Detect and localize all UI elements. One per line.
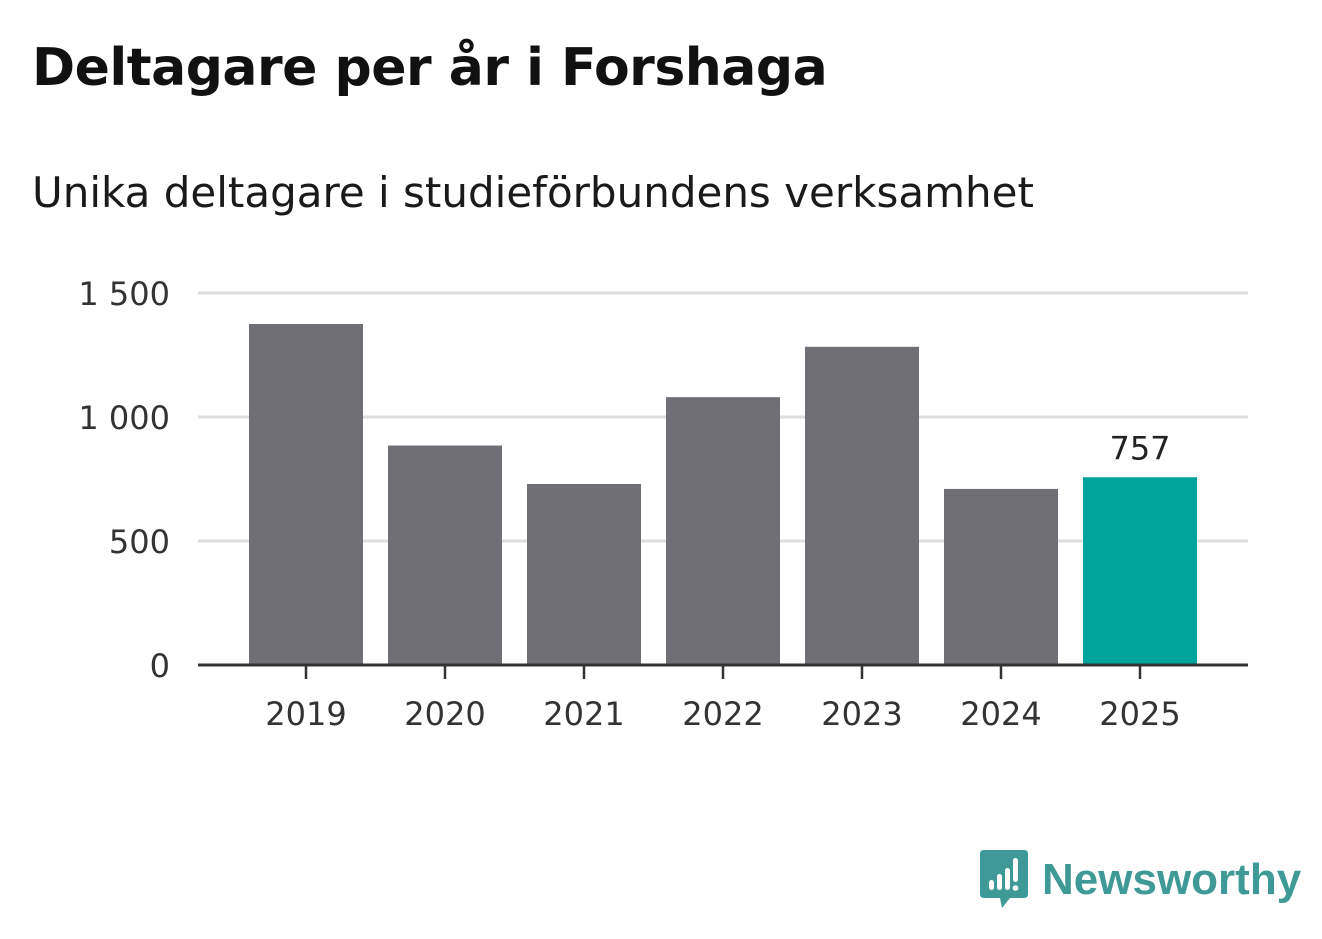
newsworthy-logo: Newsworthy: [980, 848, 1301, 912]
y-tick-label: 0: [150, 647, 170, 685]
bar-2022: [666, 397, 780, 665]
bar-2019: [249, 324, 363, 665]
bar-2023: [805, 346, 919, 665]
newsworthy-logo-icon: [980, 850, 1028, 908]
bar-2021: [527, 483, 641, 665]
bar-2020: [388, 445, 502, 665]
x-tick-label: 2021: [543, 695, 624, 733]
brand-name: Newsworthy: [1042, 855, 1302, 904]
x-axis: 2019 2020 2021 2022 2023 2024 2025: [198, 663, 1248, 733]
chart-subtitle: Unika deltagare i studieförbundens verks…: [32, 168, 1034, 217]
x-tick-label: 2023: [821, 695, 902, 733]
x-tick-label: 2025: [1099, 695, 1180, 733]
x-tick-label: 2020: [404, 695, 485, 733]
x-tick-label: 2024: [960, 695, 1041, 733]
y-tick-label: 1 000: [78, 399, 170, 437]
bar-2025: [1083, 477, 1197, 665]
x-tick-label: 2022: [682, 695, 763, 733]
y-axis-ticks: 0 500 1 000 1 500: [78, 275, 170, 685]
bars: [249, 324, 1197, 665]
data-labels: 757: [1109, 429, 1170, 467]
y-tick-label: 1 500: [78, 275, 170, 313]
x-tick-label: 2019: [265, 695, 346, 733]
y-tick-label: 500: [109, 523, 170, 561]
chart-title: Deltagare per år i Forshaga: [32, 38, 828, 98]
data-label-2025: 757: [1109, 429, 1170, 467]
bar-2024: [944, 488, 1058, 665]
